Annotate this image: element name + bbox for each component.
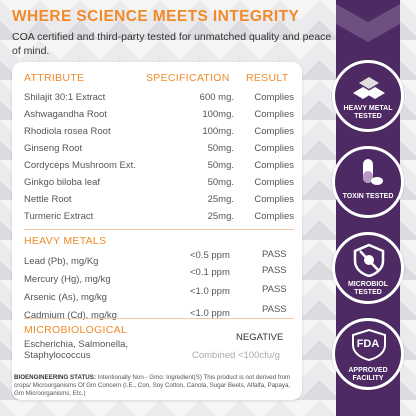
table-row: Rhodiola rosea Root 100mg. Complies <box>24 126 294 140</box>
attribute-cell: Shilajit 30:1 Extract <box>24 92 106 103</box>
metal-result: PASS <box>262 284 287 295</box>
table-row: Shilajit 30:1 Extract 600 mg. Complies <box>24 92 294 106</box>
attribute-cell: Cordyceps Mushroom Ext. <box>24 160 136 171</box>
table-row: Turmeric Extract 25mg. Complies <box>24 211 294 225</box>
badge-heavy-metal: HEAVY METAL TESTED <box>332 60 404 132</box>
spec-cell: 50mg. <box>207 143 234 154</box>
result-cell: Complies <box>254 211 294 222</box>
attribute-cell: Ginkgo biloba leaf <box>24 177 101 188</box>
table-row: Cordyceps Mushroom Ext. 50mg. Complies <box>24 160 294 174</box>
result-cell: Complies <box>254 177 294 188</box>
metal-limit: <0.1 ppm <box>190 267 230 278</box>
result-cell: Complies <box>254 109 294 120</box>
heavy-metal-row: Lead (Pb), mg/Kg <0.5 ppm PASS <box>24 249 294 267</box>
result-cell: Complies <box>254 160 294 171</box>
spec-cell: 25mg. <box>207 211 234 222</box>
result-cell: Complies <box>254 143 294 154</box>
metal-name: Lead (Pb), mg/Kg <box>24 256 99 267</box>
result-cell: Complies <box>254 126 294 137</box>
microbiological-result: NEGATIVE <box>236 332 284 343</box>
attribute-cell: Rhodiola rosea Root <box>24 126 111 137</box>
badge-label: APPROVED FACILITY <box>348 367 388 382</box>
badge-fda: FDA APPROVED FACILITY <box>332 318 404 390</box>
spec-cell: 50mg. <box>207 160 234 171</box>
section-divider <box>24 318 294 319</box>
metal-name: Arsenic (As), mg/kg <box>24 292 107 303</box>
metal-limit: <1.0 ppm <box>190 308 230 319</box>
attribute-cell: Ginseng Root <box>24 143 83 154</box>
result-cell: Complies <box>254 194 294 205</box>
header-specification: SPECIFICATION <box>146 72 230 84</box>
bioengineering-footer: BIOENGINEERING STATUS: Intentionally Non… <box>14 374 300 398</box>
heavy-metals-title: HEAVY METALS <box>24 235 107 247</box>
heavy-metal-row: Mercury (Hg), mg/kg <0.1 ppm PASS <box>24 265 294 285</box>
toxin-icon <box>363 159 383 185</box>
microbiological-combined: Combined <100cfu/g <box>192 350 280 361</box>
footer-text: Intentionally Non - Gmo: Ingredient(S) T… <box>14 374 291 397</box>
heavy-metal-icon <box>353 77 385 99</box>
intro-text: COA certified and third-party tested for… <box>12 31 332 57</box>
metal-limit: <1.0 ppm <box>190 286 230 297</box>
header-attribute: ATTRIBUTE <box>24 72 85 84</box>
attribute-cell: Nettle Root <box>24 194 72 205</box>
attribute-cell: Ashwagandha Root <box>24 109 107 120</box>
microbiol-icon <box>353 243 385 277</box>
fda-icon <box>352 329 386 361</box>
spec-cell: 100mg. <box>202 126 234 137</box>
header-result: RESULT <box>246 72 289 84</box>
spec-cell: 600 mg. <box>199 92 234 103</box>
table-row: Ginkgo biloba leaf 50mg. Complies <box>24 177 294 191</box>
table-row: Ashwagandha Root 100mg. Complies <box>24 109 294 123</box>
spec-cell: 50mg. <box>207 177 234 188</box>
badge-label: HEAVY METAL TESTED <box>343 105 393 120</box>
microbiological-title: MICROBIOLOGICAL <box>24 324 128 336</box>
table-row: Nettle Root 25mg. Complies <box>24 194 294 208</box>
fda-mark: FDA <box>356 338 380 350</box>
microbiological-organisms: Escherichia, Salmonella, Staphylococcus <box>24 339 129 361</box>
page-headline: WHERE SCIENCE MEETS INTEGRITY <box>12 8 300 25</box>
footer-label: BIOENGINEERING STATUS: <box>14 374 96 381</box>
heavy-metal-row: Arsenic (As), mg/kg <1.0 ppm PASS <box>24 284 294 303</box>
result-cell: Complies <box>254 92 294 103</box>
badge-label: TOXIN TESTED <box>342 193 394 200</box>
badge-toxin: TOXIN TESTED <box>332 146 404 218</box>
coa-card: ATTRIBUTE SPECIFICATION RESULT Shilajit … <box>12 62 302 400</box>
section-divider <box>24 229 294 230</box>
chevron-down-icon <box>336 4 400 42</box>
table-row: Ginseng Root 50mg. Complies <box>24 143 294 157</box>
heavy-metal-row: Cadmium (Cd), mg/kg <1.0 ppm PASS <box>24 304 294 321</box>
badge-label: MICROBIOL TESTED <box>347 281 389 296</box>
metal-limit: <0.5 ppm <box>190 250 230 261</box>
spec-cell: 100mg. <box>202 109 234 120</box>
metal-name: Mercury (Hg), mg/kg <box>24 274 111 285</box>
metal-result: PASS <box>262 265 287 276</box>
metal-result: PASS <box>262 304 287 315</box>
attribute-cell: Turmeric Extract <box>24 211 94 222</box>
metal-result: PASS <box>262 249 287 260</box>
badge-microbiol: MICROBIOL TESTED <box>332 232 404 304</box>
spec-cell: 25mg. <box>207 194 234 205</box>
metal-name: Cadmium (Cd), mg/kg <box>24 310 117 321</box>
